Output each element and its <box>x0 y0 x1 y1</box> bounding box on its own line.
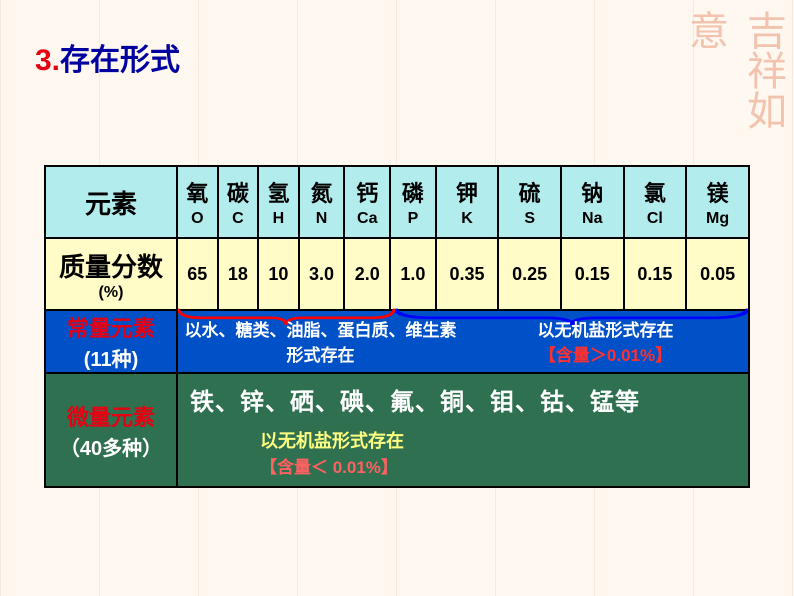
val-Mg: 0.05 <box>686 238 749 310</box>
macro-count: (11种) <box>46 343 176 372</box>
micro-elements: 铁、锌、硒、碘、氟、铜、钼、钴、锰等 <box>190 382 736 417</box>
title-text: 存在形式 <box>60 44 180 77</box>
elem-P: 磷P <box>390 166 436 238</box>
val-P: 1.0 <box>390 238 436 310</box>
elem-Cl: 氯Cl <box>624 166 687 238</box>
elem-Mg: 镁Mg <box>686 166 749 238</box>
elem-N: 氮N <box>299 166 345 238</box>
mass-header: 质量分数(%) <box>45 238 177 310</box>
val-Na: 0.15 <box>561 238 624 310</box>
val-S: 0.25 <box>498 238 561 310</box>
title-number: 3. <box>35 44 60 77</box>
val-C: 18 <box>218 238 259 310</box>
elem-O: 氧O <box>177 166 218 238</box>
val-O: 65 <box>177 238 218 310</box>
element-header: 元素 <box>45 166 177 238</box>
macro-row: 常量元素 (11种) 以水、糖类、油脂、蛋白质、维生素形式存在 以无机盐形式存在… <box>45 310 749 373</box>
value-row: 质量分数(%) 65 18 10 3.0 2.0 1.0 0.35 0.25 0… <box>45 238 749 310</box>
micro-content-cell: 铁、锌、硒、碘、氟、铜、钼、钴、锰等 以无机盐形式存在 【含量＜ 0.01%】 <box>177 373 749 487</box>
elem-Ca: 钙Ca <box>344 166 390 238</box>
val-H: 10 <box>258 238 299 310</box>
page-title: 3.存在形式 <box>35 35 180 79</box>
val-N: 3.0 <box>299 238 345 310</box>
elem-K: 钾K <box>436 166 499 238</box>
macro-label: 常量元素 <box>67 316 155 341</box>
macro-label-cell: 常量元素 (11种) <box>45 310 177 373</box>
micro-row: 微量元素 （40多种） 铁、锌、硒、碘、氟、铜、钼、钴、锰等 以无机盐形式存在 … <box>45 373 749 487</box>
decorative-seal: 吉祥如意 <box>684 10 784 130</box>
macro-part2: 以无机盐形式存在 【含量＞0.01%】 <box>463 316 748 366</box>
elem-C: 碳C <box>218 166 259 238</box>
micro-note: 以无机盐形式存在 【含量＜ 0.01%】 <box>260 427 736 478</box>
macro-content-cell: 以水、糖类、油脂、蛋白质、维生素形式存在 以无机盐形式存在 【含量＞0.01%】 <box>177 310 749 373</box>
micro-label-cell: 微量元素 （40多种） <box>45 373 177 487</box>
val-K: 0.35 <box>436 238 499 310</box>
val-Cl: 0.15 <box>624 238 687 310</box>
elem-H: 氢H <box>258 166 299 238</box>
micro-label: 微量元素 <box>67 405 155 430</box>
micro-count: （40多种） <box>46 432 176 461</box>
elem-Na: 钠Na <box>561 166 624 238</box>
val-Ca: 2.0 <box>344 238 390 310</box>
header-row: 元素 氧O 碳C 氢H 氮N 钙Ca 磷P 钾K 硫S 钠Na 氯Cl 镁Mg <box>45 166 749 238</box>
macro-part1: 以水、糖类、油脂、蛋白质、维生素形式存在 <box>178 316 463 366</box>
elem-S: 硫S <box>498 166 561 238</box>
element-table: 元素 氧O 碳C 氢H 氮N 钙Ca 磷P 钾K 硫S 钠Na 氯Cl 镁Mg … <box>44 165 750 488</box>
